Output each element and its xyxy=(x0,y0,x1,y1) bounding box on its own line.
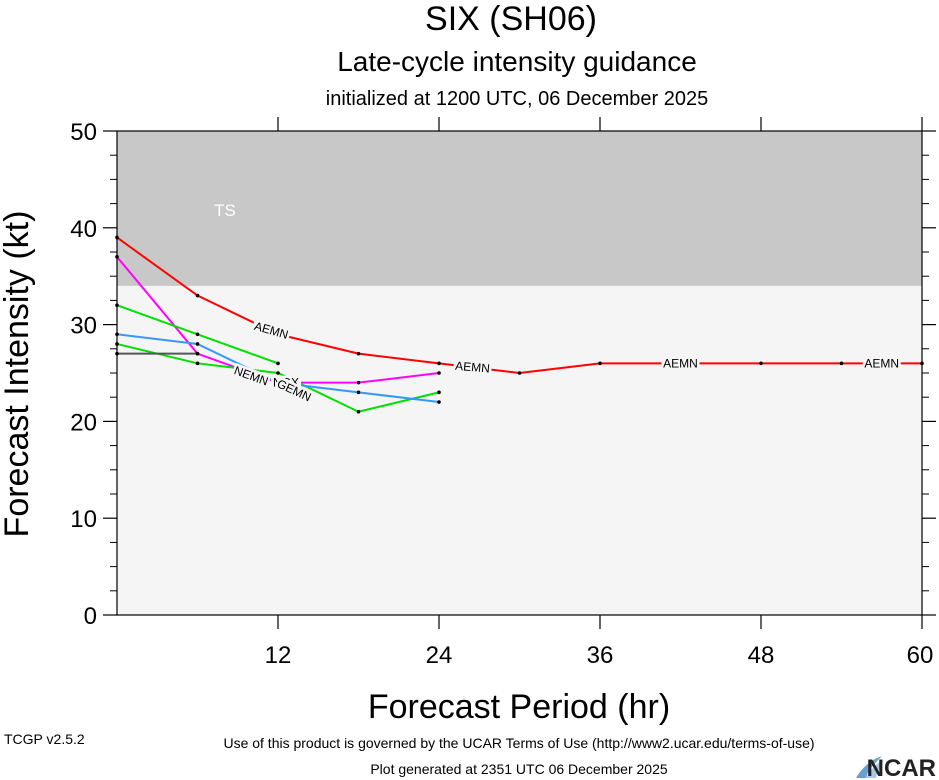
chart-subtitle: Late-cycle intensity guidance xyxy=(337,46,697,77)
data-point xyxy=(437,371,441,375)
series-label-group: AEMN xyxy=(661,356,700,370)
y-axis-label: Forecast Intensity (kt) xyxy=(0,211,36,538)
ncar-logo-text: NCAR xyxy=(867,755,936,780)
data-point xyxy=(276,371,280,375)
data-point xyxy=(437,390,441,395)
ncar-logo: NCAR xyxy=(856,755,936,780)
axis-ticks: 0 10 20 30 40 50 12 24 36 48 60 xyxy=(70,117,936,669)
terms-notice: Use of this product is governed by the U… xyxy=(223,735,814,751)
data-point xyxy=(759,361,763,366)
ts-band-label: TS xyxy=(214,201,236,220)
x-tick-label: 12 xyxy=(265,642,292,669)
data-point xyxy=(195,293,200,298)
ncar-logo-swoosh-2 xyxy=(866,760,884,778)
series-label-bg xyxy=(251,318,292,342)
data-point xyxy=(839,361,844,366)
data-point xyxy=(356,380,361,385)
y-tick-label: 30 xyxy=(70,313,97,340)
generated-time: Plot generated at 2351 UTC 06 December 2… xyxy=(370,761,668,777)
data-point xyxy=(195,351,200,356)
y-tick-label: 20 xyxy=(70,409,97,436)
data-point xyxy=(195,332,200,337)
data-point xyxy=(195,342,200,346)
series-label-group: AEMN xyxy=(862,356,901,370)
chart-title: SIX (SH06) xyxy=(425,0,597,38)
data-point xyxy=(437,361,441,366)
y-tick-label: 0 xyxy=(84,603,97,630)
series-label: AEMN xyxy=(455,359,491,376)
series-label-bg xyxy=(453,358,493,375)
ncar-logo-swoosh xyxy=(856,756,882,778)
series-label-bg xyxy=(274,376,315,404)
series-label-group: AEMN xyxy=(453,358,493,376)
series-label-bg xyxy=(862,356,901,370)
series-label: AEMN xyxy=(663,356,698,370)
data-point xyxy=(195,361,200,366)
series-label-bg xyxy=(231,362,272,389)
version-label: TCGP v2.5.2 xyxy=(4,731,85,747)
series-labels: AEMNAEMNAEMNAEMNNEMNNGXGEMN xyxy=(231,318,901,404)
data-point xyxy=(356,409,361,414)
data-point xyxy=(276,361,280,366)
x-axis-label: Forecast Period (hr) xyxy=(368,688,670,726)
y-tick-label: 40 xyxy=(70,216,97,243)
x-tick-label: 24 xyxy=(426,642,453,669)
data-point xyxy=(437,400,441,404)
x-tick-label: 48 xyxy=(748,642,775,669)
data-point xyxy=(598,361,602,366)
series-label-bg xyxy=(661,356,700,370)
x-tick-label: 60 xyxy=(907,642,934,669)
x-tick-label: 36 xyxy=(587,642,614,669)
init-time: initialized at 1200 UTC, 06 December 202… xyxy=(326,88,708,110)
data-point xyxy=(517,371,522,375)
data-point xyxy=(356,390,361,395)
series-label: AEMN xyxy=(864,356,899,370)
plot-frame xyxy=(116,130,923,616)
y-tick-label: 50 xyxy=(70,119,97,146)
y-tick-label: 10 xyxy=(70,506,97,533)
data-point xyxy=(356,351,361,356)
ts-band xyxy=(117,131,922,286)
